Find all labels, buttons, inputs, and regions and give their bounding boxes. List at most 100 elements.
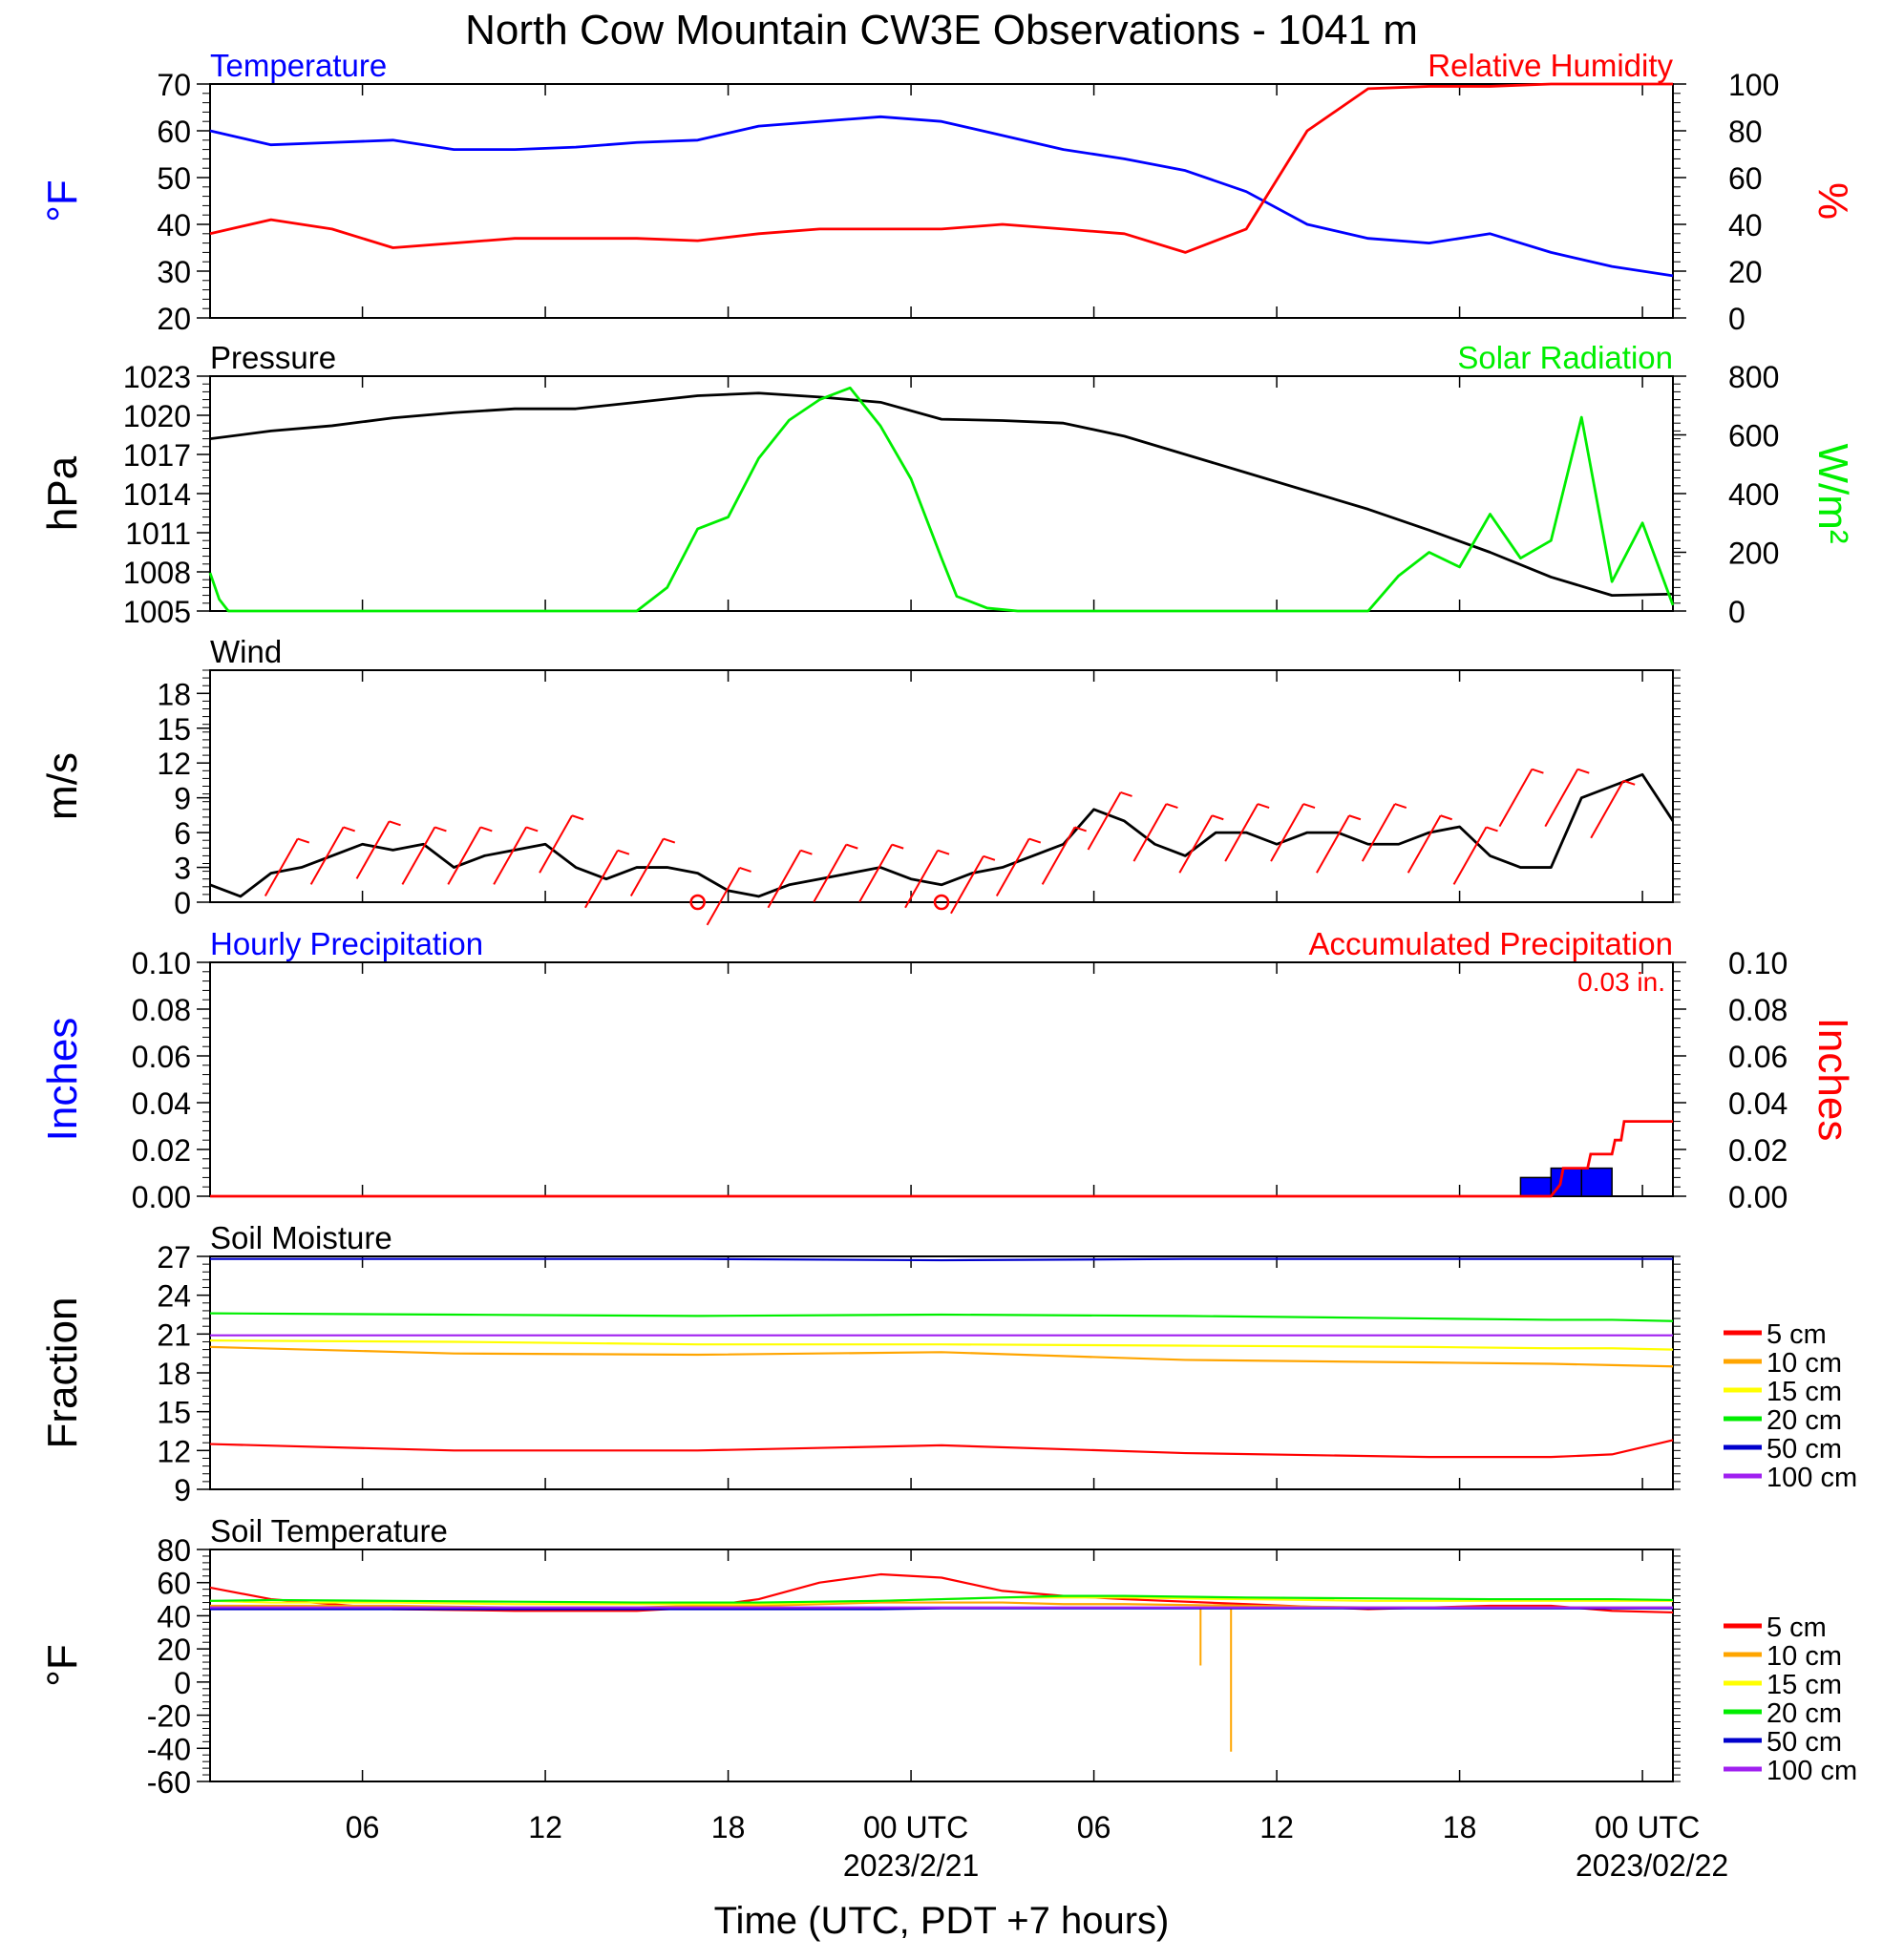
y-tick-label: 60 bbox=[157, 115, 191, 149]
calm-circle bbox=[933, 894, 950, 911]
wind-barb bbox=[493, 826, 528, 885]
series-line-wind bbox=[209, 772, 1675, 898]
wind-barb bbox=[1041, 826, 1076, 885]
panel-right-title: Relative Humidity bbox=[1428, 48, 1673, 83]
y-tick-label: -40 bbox=[147, 1732, 191, 1766]
wind-barb-flag bbox=[1166, 803, 1178, 810]
series-line-20-cm bbox=[209, 1312, 1674, 1322]
precip-bar bbox=[1580, 1167, 1613, 1197]
x-tick-label: 06 bbox=[346, 1810, 380, 1844]
y-tick-label: 18 bbox=[157, 1357, 191, 1391]
y-tick-label: 1014 bbox=[123, 477, 191, 512]
y-tick-label: 15 bbox=[157, 1396, 191, 1430]
accum-precip-line bbox=[210, 1120, 1673, 1198]
chart-title: North Cow Mountain CW3E Observations - 1… bbox=[465, 7, 1418, 53]
y2-tick-label: 600 bbox=[1728, 419, 1779, 453]
y2-tick-label: 20 bbox=[1728, 255, 1763, 289]
y-tick-label: 30 bbox=[157, 255, 191, 289]
y-tick-label: 21 bbox=[157, 1317, 191, 1352]
y-tick-label: 0.00 bbox=[132, 1180, 191, 1214]
wind-barb bbox=[767, 850, 802, 909]
y-tick-label: -20 bbox=[147, 1699, 191, 1734]
wind-barb bbox=[309, 826, 345, 885]
y-tick-label: 1017 bbox=[123, 438, 191, 473]
y-tick-label: 9 bbox=[174, 1473, 191, 1507]
panel-pressure_solar: 1005 1008 1011 1014 1017 1020 1023 0 200 400 600 80… bbox=[39, 340, 1856, 629]
legend-label: 10 cm bbox=[1767, 1641, 1842, 1672]
y-tick-label: 1008 bbox=[123, 556, 191, 590]
y-tick-label: 70 bbox=[157, 68, 191, 102]
wind-barb bbox=[1132, 803, 1168, 862]
y-tick-label: 18 bbox=[157, 677, 191, 711]
y2-tick-label: 200 bbox=[1728, 537, 1779, 571]
y-tick-label: 12 bbox=[157, 747, 191, 781]
wind-barb-flag bbox=[937, 849, 950, 855]
plot-frame bbox=[209, 83, 1674, 319]
wind-barb-flag bbox=[1486, 826, 1498, 832]
y2-tick-label: 0.02 bbox=[1728, 1133, 1788, 1168]
wind-barb-flag bbox=[297, 837, 310, 844]
wind-barb-flag bbox=[1302, 803, 1316, 810]
wind-barb-flag bbox=[1440, 814, 1452, 821]
x-tick-labels: 06 12 18 00 UTC 06 12 18 00 UTC 2023/2/21 2023/02… bbox=[346, 1810, 1728, 1883]
series-line-10-cm bbox=[209, 1345, 1674, 1368]
legend-label: 15 cm bbox=[1767, 1670, 1842, 1700]
y-axis-label: °F bbox=[39, 1644, 86, 1686]
x-tick-label: 12 bbox=[528, 1810, 562, 1844]
x-tick-label: 18 bbox=[1443, 1810, 1477, 1844]
panel-right-title: Accumulated Precipitation bbox=[1308, 926, 1673, 961]
y2-tick-label: 80 bbox=[1728, 115, 1763, 149]
wind-barb bbox=[539, 814, 573, 874]
y-tick-label: 0 bbox=[174, 1666, 191, 1700]
y-axis-label: m/s bbox=[39, 752, 86, 820]
wind-barb bbox=[355, 820, 391, 879]
y2-tick-label: 100 bbox=[1728, 68, 1779, 102]
panel-left-title: Soil Temperature bbox=[210, 1513, 448, 1549]
y-tick-label: 0.08 bbox=[132, 993, 191, 1027]
wind-barb-flag bbox=[525, 826, 539, 832]
wind-barb-flag bbox=[1257, 803, 1270, 810]
panel-left-title: Wind bbox=[210, 634, 282, 669]
legend-label: 100 cm bbox=[1767, 1756, 1857, 1786]
y-tick-label: 1023 bbox=[123, 360, 191, 394]
wind-barb-flag bbox=[1348, 814, 1362, 821]
y2-tick-label: 0.04 bbox=[1728, 1086, 1788, 1121]
y-tick-label: 20 bbox=[157, 1633, 191, 1667]
y-tick-label: 0.06 bbox=[132, 1040, 191, 1074]
y2-tick-label: 40 bbox=[1728, 208, 1763, 242]
y-axis-label: hPa bbox=[39, 455, 86, 531]
wind-barb bbox=[813, 844, 848, 903]
wind-barb-flag bbox=[891, 843, 904, 850]
wind-barb-flag bbox=[434, 826, 447, 832]
legend-label: 20 cm bbox=[1767, 1405, 1842, 1436]
y-tick-label: 0.10 bbox=[132, 946, 191, 980]
y-tick-label: 60 bbox=[157, 1567, 191, 1601]
legend-label: 100 cm bbox=[1767, 1463, 1857, 1493]
x-tick-label: 00 UTC bbox=[863, 1810, 968, 1844]
y2-tick-label: 0 bbox=[1728, 302, 1745, 336]
x-tick-label: 06 bbox=[1077, 1810, 1111, 1844]
y-tick-label: 0.02 bbox=[132, 1133, 191, 1168]
wind-barb-flag bbox=[845, 843, 858, 850]
y-tick-label: 1020 bbox=[123, 399, 191, 433]
y-tick-label: 3 bbox=[174, 852, 191, 886]
panel-left-title: Pressure bbox=[210, 340, 336, 375]
series-line-15-cm bbox=[209, 1339, 1674, 1351]
wind-barb bbox=[1498, 769, 1534, 828]
series-line-50-cm bbox=[210, 1257, 1673, 1262]
y-tick-label: 0.04 bbox=[132, 1086, 191, 1121]
y-tick-label: 27 bbox=[157, 1240, 191, 1275]
y2-tick-label: 0.10 bbox=[1728, 946, 1788, 980]
wind-barb bbox=[1544, 769, 1579, 828]
x-tick-label: 12 bbox=[1259, 1810, 1294, 1844]
y-tick-label: 12 bbox=[157, 1434, 191, 1468]
wind-barb-flag bbox=[1622, 779, 1636, 786]
series-line-solar-radiation bbox=[208, 386, 1675, 613]
wind-barb-flag bbox=[343, 826, 355, 832]
series-line-pressure bbox=[209, 391, 1674, 597]
y2-axis-label: Inches bbox=[1809, 1018, 1856, 1142]
panel-right-title: Solar Radiation bbox=[1457, 340, 1673, 375]
